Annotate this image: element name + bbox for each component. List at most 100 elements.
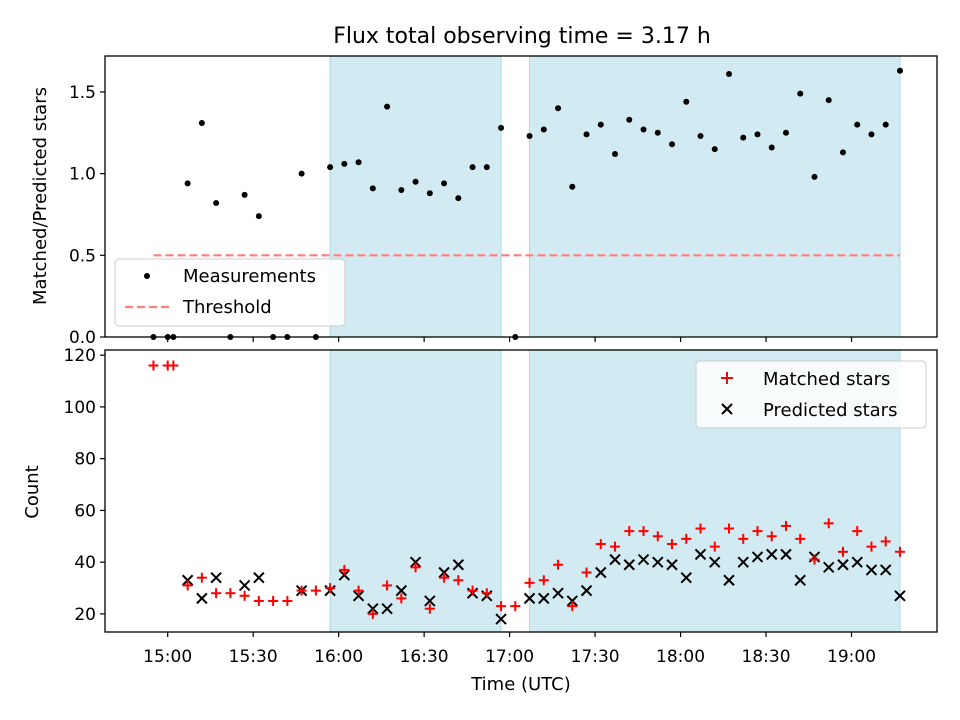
x-tick-label: 17:30 — [571, 647, 620, 667]
predicted-x-stroke — [566, 595, 578, 607]
measurement-point — [327, 164, 334, 171]
matched-stars-point — [681, 533, 692, 544]
predicted-stars-point — [723, 574, 735, 586]
predicted-x-stroke — [424, 595, 436, 607]
measurement-point — [612, 151, 619, 158]
matched-stars-point — [524, 577, 535, 588]
measurement-point — [184, 180, 191, 187]
predicted-stars-point — [666, 559, 678, 571]
predicted-x-stroke — [367, 603, 379, 615]
bottom-y-tick-label: 60 — [74, 501, 96, 521]
matched-stars-point — [148, 360, 159, 371]
measurement-point — [498, 124, 505, 131]
legend-matched-label: Matched stars — [763, 369, 890, 390]
measurement-point — [369, 185, 376, 192]
measurement-point — [882, 121, 889, 128]
matched-stars-point — [610, 541, 621, 552]
predicted-x-stroke — [737, 556, 749, 568]
predicted-x-stroke — [381, 603, 393, 615]
matched-stars-point — [196, 572, 207, 583]
predicted-x-stroke — [865, 564, 878, 576]
measurement-point — [669, 141, 676, 148]
matched-stars-point — [296, 585, 307, 596]
predicted-stars-point — [395, 584, 408, 597]
predicted-x-stroke — [495, 613, 507, 625]
predicted-x-stroke — [595, 566, 607, 579]
predicted-stars-point — [181, 574, 194, 586]
top-y-tick-label: 1.0 — [69, 165, 96, 185]
x-tick-label: 18:30 — [742, 647, 791, 667]
predicted-x-stroke — [609, 553, 621, 566]
predicted-stars-point — [523, 592, 536, 605]
matched-stars-point — [738, 533, 749, 544]
predicted-x-stroke — [894, 590, 906, 602]
bottom-legend-box — [695, 360, 927, 429]
matched-stars-point — [652, 531, 663, 542]
predicted-x-stroke — [880, 564, 892, 576]
predicted-stars-point — [623, 559, 635, 571]
measurement-point — [483, 164, 490, 171]
predicted-x-stroke — [623, 559, 635, 571]
predicted-x-stroke — [766, 548, 778, 561]
measurement-point — [896, 67, 903, 74]
measurement-point — [241, 191, 248, 198]
measurement-point — [583, 131, 590, 138]
predicted-x-stroke — [523, 592, 536, 605]
matched-stars-point — [253, 595, 264, 606]
measurement-point — [811, 173, 818, 180]
measurement-point — [298, 170, 305, 177]
predicted-stars-point — [210, 571, 222, 584]
predicted-stars-point — [452, 559, 465, 571]
predicted-x-stroke — [709, 556, 721, 568]
x-axis-label: Time (UTC) — [470, 674, 571, 695]
predicted-stars-point — [566, 595, 578, 607]
measurement-point — [740, 134, 747, 141]
measurement-point — [797, 90, 804, 97]
matched-stars-point — [467, 585, 478, 596]
measurement-point — [526, 133, 533, 140]
x-tick-label: 19:00 — [827, 647, 876, 667]
measurement-point — [255, 213, 262, 220]
measurement-point — [441, 180, 448, 187]
predicted-x-stroke — [837, 559, 849, 571]
measurement-point — [426, 190, 433, 197]
predicted-stars-point — [851, 556, 863, 568]
top-marks — [150, 67, 903, 340]
predicted-x-stroke — [181, 574, 194, 586]
measurement-point — [540, 126, 547, 133]
matched-stars-point — [809, 554, 820, 565]
predicted-stars-point — [794, 574, 806, 586]
predicted-x-stroke — [666, 559, 678, 571]
top-y-tick-label: 0.0 — [69, 328, 96, 348]
measurement-point — [412, 178, 419, 185]
predicted-stars-point — [766, 548, 778, 561]
predicted-x-stroke — [253, 571, 265, 584]
predicted-stars-point — [652, 556, 664, 568]
predicted-x-stroke — [637, 553, 650, 566]
predicted-stars-point — [680, 571, 692, 584]
matched-stars-point — [837, 546, 848, 557]
predicted-x-stroke — [352, 590, 365, 602]
top-shaded-region — [329, 55, 502, 338]
matched-stars-point — [481, 588, 492, 599]
bottom-y-tick-label: 120 — [64, 346, 96, 366]
measurement-point — [384, 103, 391, 110]
measurement-point — [569, 183, 576, 190]
measurement-point — [455, 195, 462, 202]
bottom-y-tick-label: 40 — [74, 553, 96, 573]
measurement-point — [654, 129, 661, 136]
bottom-marks — [148, 360, 906, 625]
matched-stars-point — [182, 580, 193, 591]
predicted-stars-point — [495, 613, 507, 625]
matched-stars-point — [638, 526, 649, 537]
predicted-stars-point — [424, 595, 436, 607]
legend-measurements-label: Measurements — [183, 266, 316, 287]
predicted-x-stroke — [438, 566, 450, 579]
matched-stars-point — [453, 575, 464, 586]
predicted-x-stroke — [552, 587, 564, 599]
matched-stars-point — [225, 588, 236, 599]
matched-stars-point — [752, 526, 763, 537]
top-x-tick-marks — [167, 337, 853, 342]
matched-stars-point — [339, 564, 350, 575]
predicted-stars-point — [609, 553, 621, 566]
